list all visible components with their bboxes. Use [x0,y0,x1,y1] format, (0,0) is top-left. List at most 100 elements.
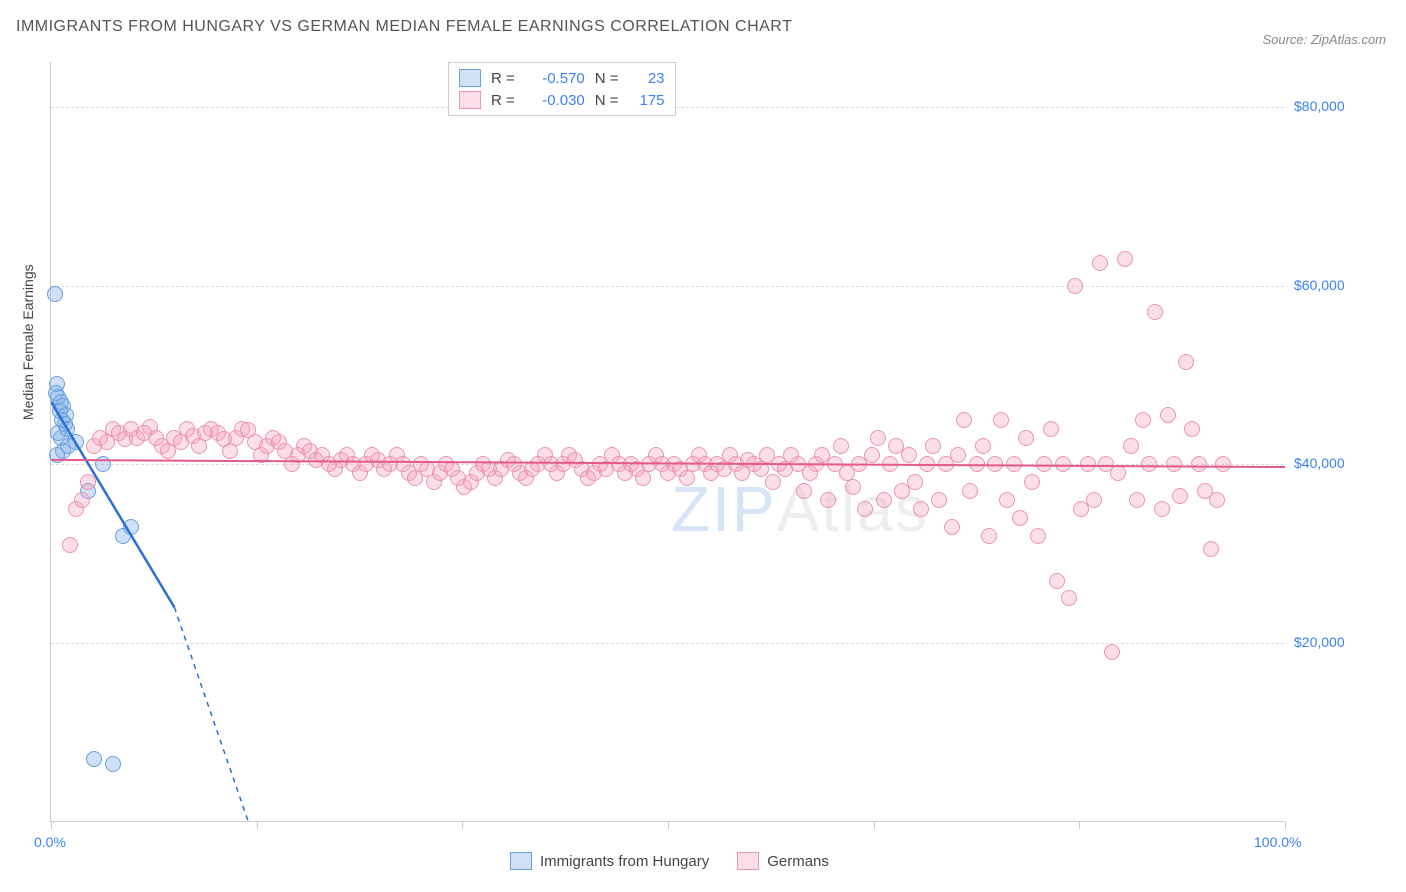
data-point [833,438,849,454]
data-point [857,501,873,517]
plot-area: ZIPAtlas [50,62,1284,822]
data-point [1104,644,1120,660]
data-point [987,456,1003,472]
y-tick-label: $60,000 [1294,277,1345,293]
legend-item: Immigrants from Hungary [510,852,709,870]
stats-row: R = -0.570 N = 23 [459,67,665,89]
data-point [1215,456,1231,472]
data-point [1012,510,1028,526]
data-point [1067,278,1083,294]
legend-label: Immigrants from Hungary [540,853,709,870]
data-point [1049,573,1065,589]
data-point [820,492,836,508]
data-point [870,430,886,446]
data-point [80,474,96,490]
data-point [956,412,972,428]
data-point [1141,456,1157,472]
data-point [765,474,781,490]
x-tick [874,821,875,829]
data-point [950,447,966,463]
data-point [1203,541,1219,557]
data-point [907,474,923,490]
data-point [1209,492,1225,508]
data-point [1024,474,1040,490]
data-point [993,412,1009,428]
data-point [47,286,63,302]
r-label: R = [491,70,515,87]
bottom-legend: Immigrants from Hungary Germans [510,852,829,870]
legend-label: Germans [767,853,829,870]
data-point [115,528,131,544]
stats-row: R = -0.030 N = 175 [459,89,665,111]
data-point [1172,488,1188,504]
data-point [1086,492,1102,508]
data-point [944,519,960,535]
data-point [1055,456,1071,472]
y-tick-label: $20,000 [1294,634,1345,650]
data-point [1018,430,1034,446]
grid-line [51,643,1284,644]
y-tick-label: $40,000 [1294,455,1345,471]
x-tick [1079,821,1080,829]
r-value: -0.570 [525,70,585,87]
data-point [95,456,111,472]
stats-box: R = -0.570 N = 23 R = -0.030 N = 175 [448,62,676,116]
data-point [1191,456,1207,472]
data-point [1160,407,1176,423]
data-point [999,492,1015,508]
r-label: R = [491,92,515,109]
data-point [1092,255,1108,271]
data-point [74,492,90,508]
data-point [1184,421,1200,437]
stats-swatch [459,91,481,109]
data-point [882,456,898,472]
stats-swatch [459,69,481,87]
data-point [1061,590,1077,606]
data-point [919,456,935,472]
data-point [901,447,917,463]
data-point [62,537,78,553]
data-point [1147,304,1163,320]
n-label: N = [595,92,619,109]
data-point [931,492,947,508]
data-point [876,492,892,508]
x-tick [462,821,463,829]
data-point [969,456,985,472]
data-point [1043,421,1059,437]
legend-item: Germans [737,852,829,870]
y-axis-label: Median Female Earnings [20,264,36,420]
data-point [1110,465,1126,481]
data-point [925,438,941,454]
x-tick [51,821,52,829]
legend-swatch [737,852,759,870]
data-point [913,501,929,517]
x-tick [257,821,258,829]
y-tick-label: $80,000 [1294,98,1345,114]
data-point [1154,501,1170,517]
data-point [86,751,102,767]
data-point [1030,528,1046,544]
x-tick-label-right: 100.0% [1254,834,1301,850]
data-point [1080,456,1096,472]
data-point [796,483,812,499]
x-tick [1285,821,1286,829]
data-point [105,756,121,772]
r-value: -0.030 [525,92,585,109]
grid-line [51,286,1284,287]
data-point [1129,492,1145,508]
data-point [49,447,65,463]
x-tick [668,821,669,829]
n-value: 23 [629,70,665,87]
n-value: 175 [629,92,665,109]
data-point [1135,412,1151,428]
legend-swatch [510,852,532,870]
x-tick-label-left: 0.0% [34,834,66,850]
data-point [1117,251,1133,267]
data-point [845,479,861,495]
n-label: N = [595,70,619,87]
data-point [962,483,978,499]
source-attribution: Source: ZipAtlas.com [1262,32,1386,47]
data-point [975,438,991,454]
data-point [1166,456,1182,472]
data-point [1123,438,1139,454]
